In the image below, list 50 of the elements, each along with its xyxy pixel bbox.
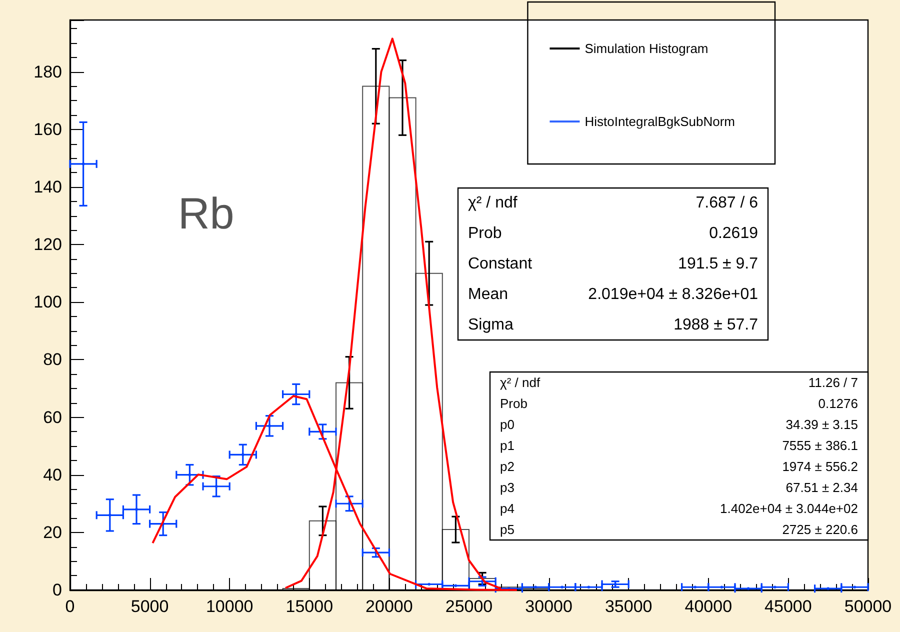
legend-label: Simulation Histogram <box>584 41 708 56</box>
y-tick-label: 40 <box>43 465 62 484</box>
y-tick-label: 180 <box>34 62 62 82</box>
x-tick-label: 0 <box>65 597 75 616</box>
annotation: 2725 ± 220.6 <box>782 522 858 537</box>
x-tick-label: 10000 <box>206 597 254 616</box>
y-tick-label: 140 <box>34 177 62 196</box>
annotation: 1974 ± 556.2 <box>782 459 858 474</box>
y-tick-label: 20 <box>43 522 62 542</box>
x-tick-label: 50000 <box>844 597 892 616</box>
annotation: Sigma <box>468 316 514 334</box>
y-tick-label: 60 <box>43 408 62 427</box>
annotation: 7555 ± 386.1 <box>782 438 858 453</box>
annotation: 1.402e+04 ± 3.044e+02 <box>720 501 858 516</box>
legend-label: HistoIntegralBgkSubNorm <box>584 114 736 129</box>
x-tick-label: 40000 <box>684 597 732 616</box>
annotation: p0 <box>500 417 514 432</box>
x-tick-label: 30000 <box>525 597 572 616</box>
annotation: Prob <box>500 396 528 411</box>
annotation: 67.51 ± 2.34 <box>786 480 858 495</box>
annotation: Mean <box>468 286 508 303</box>
annotation: 34.39 ± 3.15 <box>786 417 858 432</box>
y-tick-label: 120 <box>34 235 62 254</box>
annotation: 7.687 / 6 <box>696 194 758 212</box>
annotation: 11.26 / 7 <box>808 375 858 390</box>
annotation: p2 <box>500 459 514 474</box>
annotation: p1 <box>500 438 514 453</box>
annotation: χ² / ndf <box>468 194 518 212</box>
x-tick-label: 25000 <box>445 597 493 616</box>
annotation: 0.1276 <box>818 396 858 411</box>
annotation: p5 <box>500 522 514 537</box>
y-tick-label: 0 <box>52 580 62 600</box>
y-tick-label: 100 <box>34 292 62 312</box>
annotation: Constant <box>468 256 533 272</box>
x-tick-label: 20000 <box>366 597 413 616</box>
y-tick-label: 80 <box>43 350 62 370</box>
annotation: Prob <box>468 225 502 242</box>
x-tick-label: 35000 <box>604 597 652 616</box>
annotation: p3 <box>500 480 514 495</box>
annotation: p4 <box>500 501 514 516</box>
annotation: Rb <box>178 190 234 238</box>
x-tick-label: 15000 <box>286 597 334 616</box>
annotation: 1988 ± 57.7 <box>674 316 758 334</box>
annotation: 0.2619 <box>709 225 758 242</box>
x-tick-label: 5000 <box>130 597 169 616</box>
annotation: 191.5 ± 9.7 <box>678 256 758 272</box>
annotation: χ² / ndf <box>500 375 540 390</box>
x-tick-label: 45000 <box>764 597 812 616</box>
annotation: 2.019e+04 ± 8.326e+01 <box>588 286 758 303</box>
y-tick-label: 160 <box>34 120 62 139</box>
